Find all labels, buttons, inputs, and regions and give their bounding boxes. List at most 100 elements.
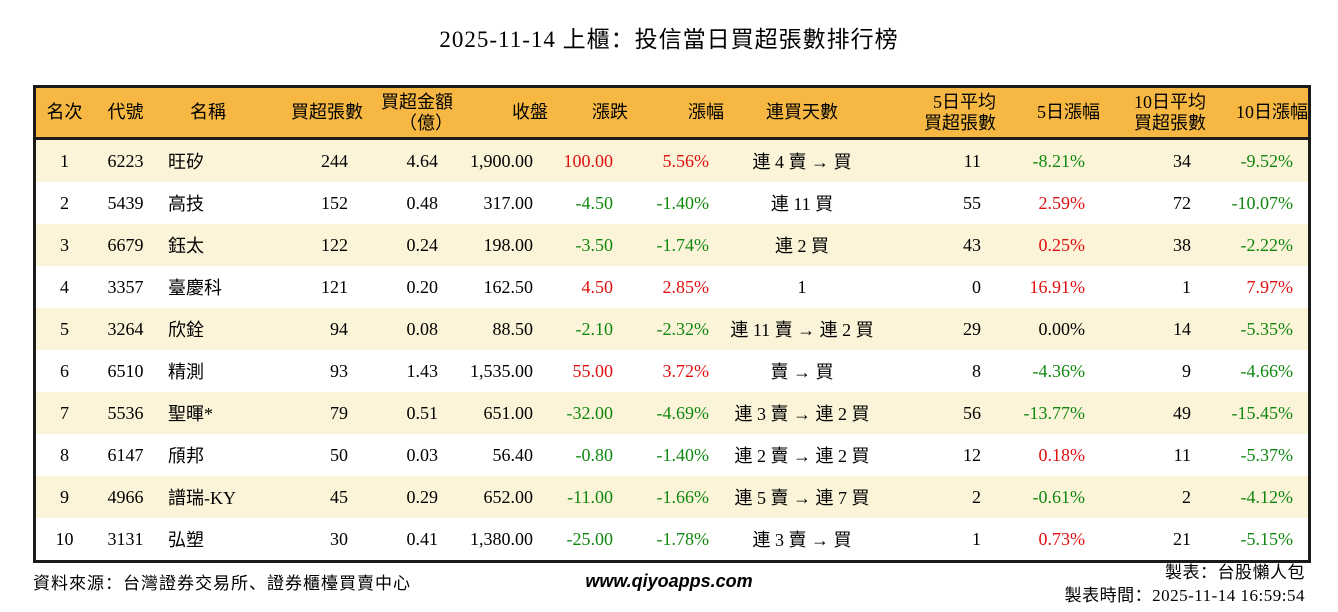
cell-code: 6510: [107, 360, 144, 381]
cell-avg10: 9: [1182, 360, 1191, 381]
table-header: 名次 代號 名稱 買超張數 買超金額 （億） 收盤 漲跌 漲幅 連買天數 5日平均 買超張數 5日漲…: [34, 86, 1310, 140]
cell-vol: 79: [330, 402, 348, 423]
cell-name: 高技: [168, 194, 204, 214]
cell-code: 5439: [107, 192, 144, 213]
cell-pct10: -2.22%: [1240, 234, 1294, 255]
cell-rank: 8: [60, 444, 69, 465]
cell-close: 198.00: [483, 234, 534, 255]
cell-vol: 50: [330, 444, 348, 465]
cell-streak: 連 2 賣 → 連 2 買: [734, 446, 870, 466]
table-row: 8 6147 頎邦 50 0.03 56.40 -0.80 -1.40% 連 2 賣 → 連 2…: [34, 434, 1310, 476]
cell-streak: 連 4 賣 → 買: [752, 152, 852, 172]
cell-name: 旺矽: [168, 152, 204, 172]
cell-avg5: 8: [972, 360, 981, 381]
cell-vol: 244: [321, 150, 348, 171]
cell-pct5: 16.91%: [1029, 276, 1086, 297]
cell-pct5: 0.00%: [1038, 318, 1086, 339]
column-header-code: 代號: [93, 86, 158, 140]
cell-pct10: 7.97%: [1246, 276, 1294, 297]
footer-data-source: 資料來源：台灣證券交易所、證券櫃檯買賣中心: [33, 574, 411, 593]
cell-change: -3.50: [575, 234, 614, 255]
column-header-pct5: 5日漲幅: [996, 86, 1100, 140]
cell-pct5: 0.18%: [1038, 444, 1086, 465]
ranking-table: 名次 代號 名稱 買超張數 買超金額 （億） 收盤 漲跌 漲幅 連買天數 5日平均 買超張數 5日漲…: [33, 85, 1311, 563]
cell-vol: 121: [321, 276, 348, 297]
cell-vol: 30: [330, 528, 348, 549]
column-header-vol: 買超張數: [258, 86, 363, 140]
footer-author: 製表：台股懶人包: [1165, 563, 1305, 582]
cell-amount: 0.20: [406, 276, 439, 297]
cell-streak: 連 5 賣 → 連 7 買: [734, 488, 870, 508]
cell-amount: 1.43: [406, 360, 439, 381]
cell-change_pct: -1.40%: [656, 444, 710, 465]
cell-avg10: 49: [1173, 402, 1191, 423]
cell-avg5: 55: [963, 192, 981, 213]
cell-avg5: 43: [963, 234, 981, 255]
cell-avg10: 34: [1173, 150, 1191, 171]
cell-change: -2.10: [575, 318, 614, 339]
cell-amount: 0.08: [406, 318, 439, 339]
cell-change: -11.00: [567, 486, 613, 507]
cell-avg5: 0: [972, 276, 981, 297]
cell-name: 臺慶科: [168, 278, 222, 298]
cell-avg10: 72: [1173, 192, 1191, 213]
footer-credits: 製表：台股懶人包 製表時間：2025-11-14 16:59:54: [1065, 561, 1305, 607]
cell-close: 652.00: [483, 486, 534, 507]
cell-vol: 45: [330, 486, 348, 507]
cell-amount: 0.29: [406, 486, 439, 507]
cell-pct10: -4.12%: [1240, 486, 1294, 507]
cell-name: 弘塑: [168, 530, 204, 550]
cell-pct5: 0.73%: [1038, 528, 1086, 549]
cell-code: 6679: [107, 234, 144, 255]
cell-streak: 連 11 賣 → 連 2 買: [730, 320, 874, 340]
cell-code: 4966: [107, 486, 144, 507]
table-row: 5 3264 欣銓 94 0.08 88.50 -2.10 -2.32% 連 11 賣 → 連 …: [34, 308, 1310, 350]
cell-avg5: 2: [972, 486, 981, 507]
cell-pct10: -15.45%: [1231, 402, 1294, 423]
cell-code: 5536: [107, 402, 144, 423]
table-body: 1 6223 旺矽 244 4.64 1,900.00 100.00 5.56% 連 4 賣 →…: [34, 138, 1310, 562]
cell-avg5: 11: [963, 150, 981, 171]
cell-rank: 5: [60, 318, 69, 339]
cell-change: -25.00: [566, 528, 614, 549]
cell-rank: 6: [60, 360, 69, 381]
column-header-change: 漲跌: [548, 86, 628, 140]
table-row: 7 5536 聖暉* 79 0.51 651.00 -32.00 -4.69% 連 3 賣 → …: [34, 392, 1310, 434]
cell-streak: 連 3 賣 → 連 2 買: [734, 404, 870, 424]
table-row: 10 3131 弘塑 30 0.41 1,380.00 -25.00 -1.78% 連 3 賣 …: [34, 518, 1310, 562]
cell-rank: 2: [60, 192, 69, 213]
cell-pct5: -8.21%: [1032, 150, 1086, 171]
cell-avg10: 14: [1173, 318, 1191, 339]
cell-rank: 1: [60, 150, 69, 171]
cell-amount: 0.41: [406, 528, 439, 549]
cell-pct5: -13.77%: [1023, 402, 1086, 423]
column-header-streak: 連買天數: [724, 86, 880, 140]
cell-streak: 連 11 買: [770, 194, 834, 214]
cell-change_pct: -1.40%: [656, 192, 710, 213]
cell-avg10: 11: [1173, 444, 1191, 465]
cell-name: 譜瑞-KY: [168, 488, 236, 508]
cell-vol: 93: [330, 360, 348, 381]
cell-name: 頎邦: [168, 446, 204, 466]
cell-change: 4.50: [581, 276, 614, 297]
cell-streak: 連 2 買: [775, 236, 829, 256]
cell-name: 精測: [168, 362, 204, 382]
ranking-table-container: 名次 代號 名稱 買超張數 買超金額 （億） 收盤 漲跌 漲幅 連買天數 5日平均 買超張數 5日漲…: [33, 85, 1311, 563]
cell-close: 162.50: [483, 276, 534, 297]
cell-avg10: 21: [1173, 528, 1191, 549]
cell-change: -32.00: [566, 402, 614, 423]
column-header-change_pct: 漲幅: [628, 86, 724, 140]
footer-generated-time: 製表時間：2025-11-14 16:59:54: [1064, 586, 1305, 605]
cell-rank: 3: [60, 234, 69, 255]
cell-change: -0.80: [575, 444, 614, 465]
table-header-row: 名次 代號 名稱 買超張數 買超金額 （億） 收盤 漲跌 漲幅 連買天數 5日平均 買超張數 5日漲…: [34, 86, 1310, 140]
cell-close: 1,535.00: [470, 360, 533, 381]
cell-avg5: 29: [963, 318, 981, 339]
table-row: 3 6679 鈺太 122 0.24 198.00 -3.50 -1.74% 連 2 買 43 0.…: [34, 224, 1310, 266]
cell-avg5: 56: [963, 402, 981, 423]
cell-change_pct: -1.74%: [656, 234, 710, 255]
cell-close: 88.50: [492, 318, 534, 339]
cell-streak: 連 3 賣 → 買: [752, 530, 852, 550]
cell-change_pct: 5.56%: [662, 150, 710, 171]
cell-amount: 0.48: [406, 192, 439, 213]
